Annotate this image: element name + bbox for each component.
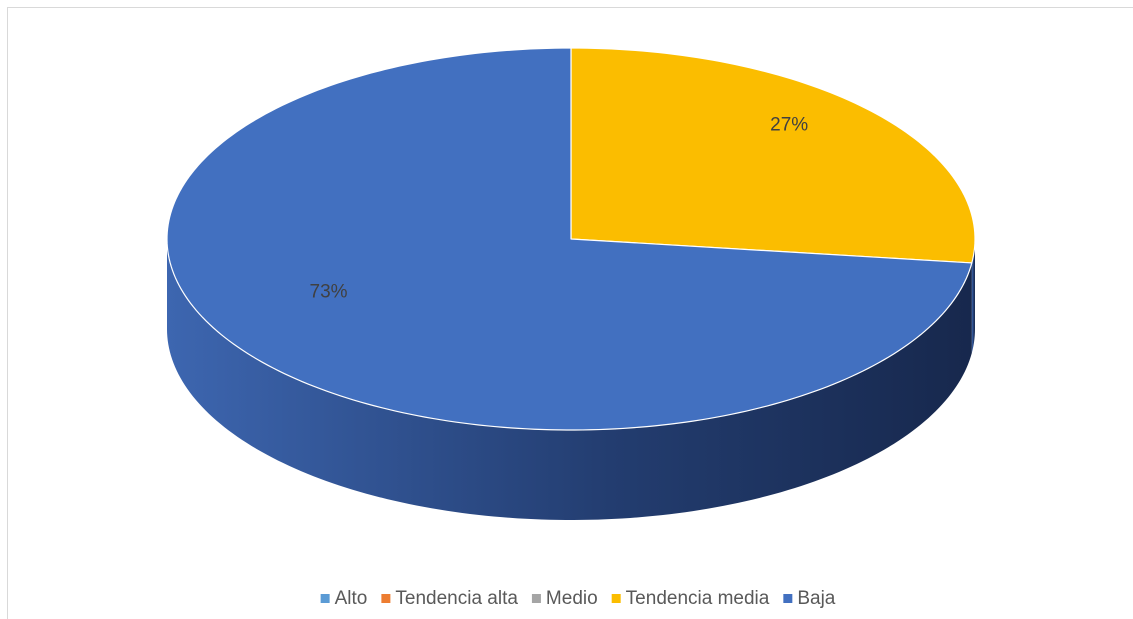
- legend-marker: [381, 594, 391, 603]
- legend-marker: [611, 594, 621, 603]
- legend: Alto Tendencia alta Medio Tendencia media Ba…: [320, 588, 836, 609]
- legend-marker: [531, 594, 541, 603]
- slice: [166, 47, 973, 431]
- slice-side: [971, 239, 975, 353]
- data-label: 27%: [770, 115, 808, 136]
- chart-border: [7, 7, 1133, 619]
- legend-label: Medio: [546, 588, 598, 609]
- legend-label: Alto: [335, 588, 368, 609]
- slice: [570, 47, 976, 264]
- legend-label: Baja: [797, 588, 835, 609]
- legend-label: Tendencia alta: [395, 588, 518, 609]
- legend-marker: [783, 594, 793, 603]
- slice-side: [167, 239, 972, 520]
- data-label: 73%: [310, 281, 348, 302]
- legend-marker: [320, 594, 330, 603]
- legend-label: Tendencia media: [626, 588, 770, 609]
- pie: 27% 73%: [166, 47, 976, 520]
